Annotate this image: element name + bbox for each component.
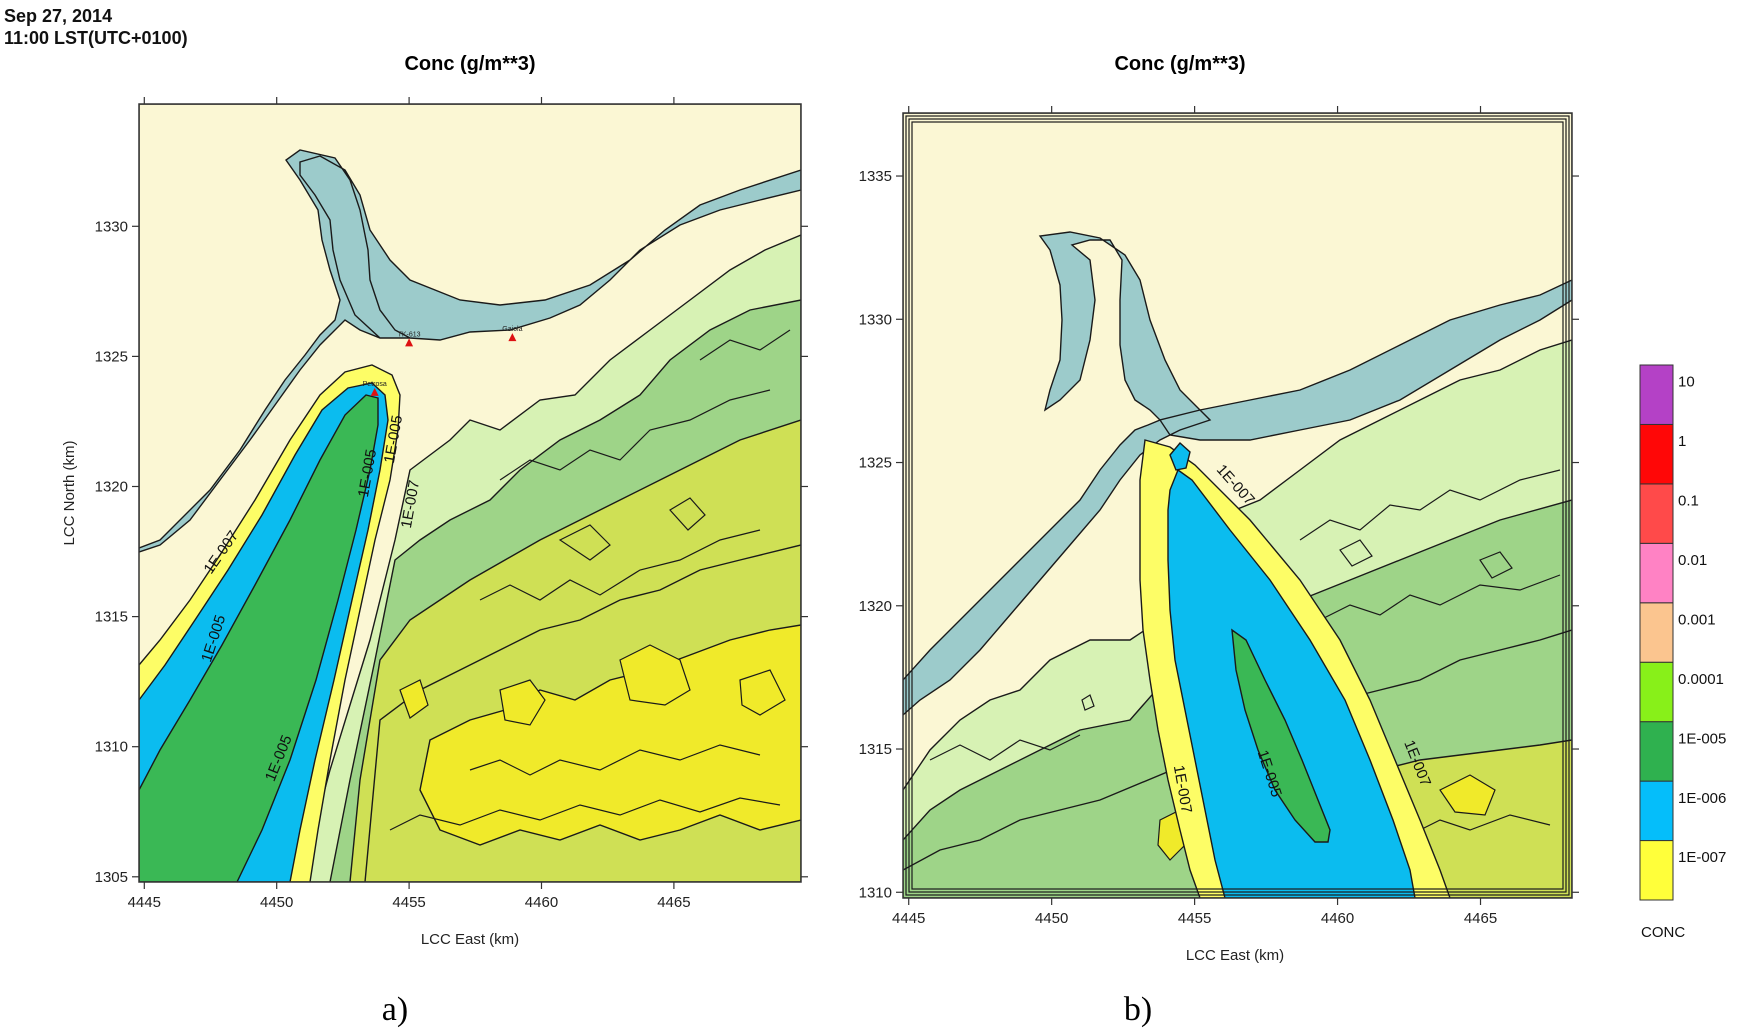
y-tick-label: 1315 [859,741,892,758]
receptor-label: TK-613 [398,331,421,338]
x-tick-label: 4445 [128,894,161,911]
panel-a-axes: 4445 4450 4455 4460 4465 1305 1310 1315 1320 1325… [95,97,808,911]
panel-b-map [903,113,1572,898]
date-label: Sep 27, 2014 [4,6,113,26]
panel-b-title: Conc (g/m**3) [1114,53,1245,75]
plume-1e-006 [1167,441,1416,898]
legend-swatch [1639,602,1674,663]
panel-b-frame [902,112,1573,899]
y-tick-label: 1325 [95,348,128,365]
y-tick-label: 1320 [859,598,892,615]
time-label: 11:00 LST(UTC+0100) [4,28,188,48]
legend-level-label: 0.01 [1678,552,1707,569]
x-tick-label: 4450 [260,894,293,911]
panel-a-xlabel: LCC East (km) [421,931,519,948]
receptors: TK-613 Gaiola Petrosa [363,326,523,396]
y-tick-label: 1320 [95,478,128,495]
y-tick-label: 1330 [95,218,128,235]
panel-a-frame [138,103,802,883]
panel-b-xlabel: LCC East (km) [1186,947,1284,964]
domain-boundary [905,115,1570,896]
sea-area [139,104,801,553]
terrain-band [419,624,801,846]
x-tick-label: 4465 [657,894,690,911]
terrain-peak [1439,774,1496,816]
y-tick-label: 1315 [95,609,128,626]
receptor-marker [405,338,414,347]
receptor-label: Petrosa [363,381,387,388]
y-tick-label: 1305 [95,869,128,886]
panel-a: Conc (g/m**3) [61,53,808,1028]
legend-level-label: 1E-006 [1678,790,1726,807]
legend-level-label: 0.1 [1678,493,1699,510]
x-tick-label: 4445 [892,910,925,927]
panel-a-map [139,104,801,882]
y-tick-label: 1325 [859,455,892,472]
legend-swatch [1639,483,1674,544]
legend-swatch [1639,780,1674,842]
terrain-peak [619,644,691,706]
panel-a-title: Conc (g/m**3) [404,53,535,75]
legend-swatch [1639,840,1674,901]
legend-level-label: 0.0001 [1678,671,1724,688]
terrain-peak [499,679,546,726]
legend-level-label: 1 [1678,433,1686,450]
legend-level-label: 10 [1678,374,1695,391]
legend-swatch [1639,423,1674,485]
color-legend: 1E-007 1E-006 1E-005 0.0001 0.001 0.01 0.1 1 10 [1639,364,1726,901]
legend-title: CONC [1641,924,1685,941]
plume-1e-005 [1231,628,1331,843]
panel-b: Conc (g/m**3) [859,53,1579,1028]
y-tick-label: 1330 [859,311,892,328]
panel-b-caption: b) [1124,991,1152,1028]
panel-a-caption: a) [382,991,408,1028]
x-tick-label: 4450 [1035,910,1068,927]
legend-swatch [1639,542,1674,604]
receptor-marker [508,333,517,342]
terrain-contours [389,329,791,831]
legend-level-label: 1E-005 [1678,730,1726,747]
y-tick-label: 1335 [859,168,892,185]
y-tick-label: 1310 [95,739,128,756]
legend-swatch [1639,364,1674,425]
receptor-marker [370,387,379,396]
legend-swatch [1639,661,1674,723]
x-tick-label: 4455 [392,894,425,911]
receptor-label: Gaiola [502,326,522,333]
y-tick-label: 1310 [859,884,892,901]
terrain-peak [399,679,429,719]
legend-level-label: 1E-007 [1678,849,1726,866]
plume-1e-005-inner [139,394,379,882]
legend-swatch [1639,721,1674,782]
terrain-peak [739,669,786,716]
x-tick-label: 4455 [1178,910,1211,927]
x-tick-label: 4465 [1464,910,1497,927]
sea-area [903,113,1572,716]
panel-b-axes: 4445 4450 4455 4460 4465 1310 1315 1320 1325 1330… [859,106,1579,927]
panel-a-ylabel: LCC North (km) [61,440,78,545]
x-tick-label: 4460 [1321,910,1354,927]
legend-level-label: 0.001 [1678,611,1716,628]
x-tick-label: 4460 [525,894,558,911]
